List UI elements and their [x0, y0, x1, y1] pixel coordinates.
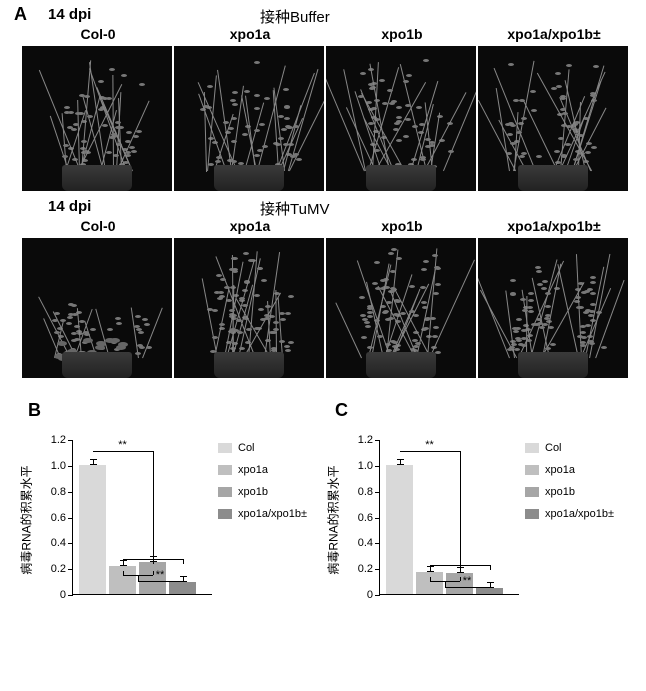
genotype-xpo1a-buffer: xpo1a — [174, 26, 326, 42]
chart-b: 病毒RNA的积累水平 00.20.40.60.81.01.2**** Col xp… — [18, 430, 318, 630]
genotype-col0-tumv: Col-0 — [22, 218, 174, 234]
legend-item: Col — [218, 442, 307, 454]
chart-b-legend: Col xpo1a xpo1b xpo1a/xpo1b± — [218, 442, 307, 530]
panel-b-label: B — [28, 400, 41, 421]
legend-swatch — [525, 443, 539, 453]
buffer-image-row — [22, 46, 628, 191]
bar — [169, 582, 196, 594]
plant-col0-tumv — [22, 238, 172, 378]
plant-xpo1b-buffer — [326, 46, 476, 191]
legend-item: xpo1b — [525, 486, 614, 498]
bar — [386, 465, 413, 594]
legend-label: xpo1b — [545, 486, 575, 498]
panel-c-label: C — [335, 400, 348, 421]
legend-swatch — [525, 509, 539, 519]
treatment-tumv: 接种TuMV — [260, 198, 329, 219]
genotype-col0-buffer: Col-0 — [22, 26, 174, 42]
legend-swatch — [525, 487, 539, 497]
legend-label: Col — [545, 442, 562, 454]
plant-double-tumv — [478, 238, 628, 378]
legend-item: xpo1b — [218, 486, 307, 498]
legend-label: xpo1a — [238, 464, 268, 476]
plant-xpo1a-tumv — [174, 238, 324, 378]
plant-xpo1b-tumv — [326, 238, 476, 378]
legend-item: Col — [525, 442, 614, 454]
chart-b-area: 00.20.40.60.81.01.2**** — [72, 440, 212, 595]
legend-swatch — [525, 465, 539, 475]
dpi-label-tumv: 14 dpi — [48, 198, 91, 215]
legend-item: xpo1a — [525, 464, 614, 476]
chart-c: 病毒RNA的积累水平 00.20.40.60.81.01.2**** Col xp… — [325, 430, 625, 630]
bar — [416, 572, 443, 594]
legend-item: xpo1a — [218, 464, 307, 476]
legend-label: xpo1a — [545, 464, 575, 476]
genotype-double-tumv: xpo1a/xpo1b± — [478, 218, 630, 234]
tumv-image-row — [22, 238, 628, 378]
legend-swatch — [218, 487, 232, 497]
legend-label: Col — [238, 442, 255, 454]
plant-col0-buffer — [22, 46, 172, 191]
treatment-buffer: 接种Buffer — [260, 6, 330, 27]
genotype-xpo1b-tumv: xpo1b — [326, 218, 478, 234]
legend-item: xpo1a/xpo1b± — [525, 508, 614, 520]
legend-item: xpo1a/xpo1b± — [218, 508, 307, 520]
legend-swatch — [218, 509, 232, 519]
dpi-label-buffer: 14 dpi — [48, 6, 91, 23]
legend-label: xpo1b — [238, 486, 268, 498]
chart-c-ylabel: 病毒RNA的积累水平 — [325, 465, 342, 574]
genotype-xpo1a-tumv: xpo1a — [174, 218, 326, 234]
legend-swatch — [218, 465, 232, 475]
plant-double-buffer — [478, 46, 628, 191]
legend-label: xpo1a/xpo1b± — [238, 508, 307, 520]
panel-a-label: A — [14, 4, 27, 25]
plant-xpo1a-buffer — [174, 46, 324, 191]
chart-b-ylabel: 病毒RNA的积累水平 — [18, 465, 35, 574]
genotype-xpo1b-buffer: xpo1b — [326, 26, 478, 42]
chart-c-legend: Col xpo1a xpo1b xpo1a/xpo1b± — [525, 442, 614, 530]
legend-swatch — [218, 443, 232, 453]
chart-c-area: 00.20.40.60.81.01.2**** — [379, 440, 519, 595]
genotype-double-buffer: xpo1a/xpo1b± — [478, 26, 630, 42]
bar — [79, 465, 106, 594]
legend-label: xpo1a/xpo1b± — [545, 508, 614, 520]
bar — [476, 588, 503, 594]
